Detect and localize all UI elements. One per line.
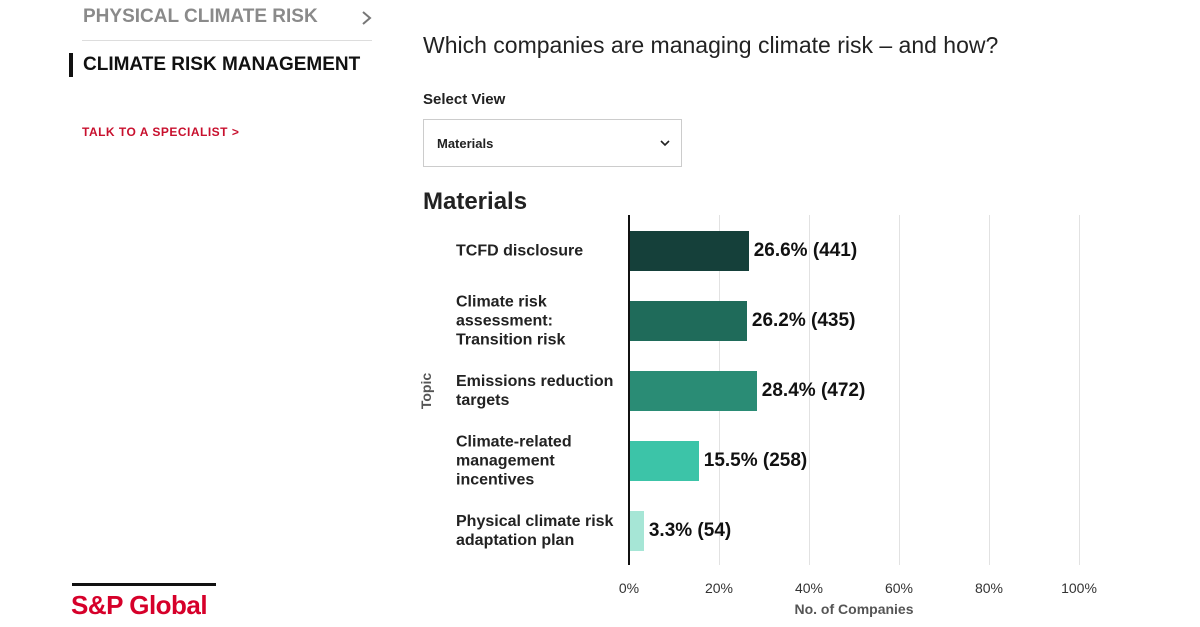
value-label: 28.4% (472) xyxy=(761,380,866,401)
divider xyxy=(82,40,372,41)
value-label: 15.5% (258) xyxy=(703,450,808,471)
bar xyxy=(629,301,747,341)
x-tick-label: 0% xyxy=(618,580,640,596)
nav-item[interactable]: PHYSICAL CLIMATE RISK xyxy=(83,6,318,27)
select-value: Materials xyxy=(437,136,494,151)
bar xyxy=(629,231,749,271)
y-tick-label: Climate-related management incentives xyxy=(456,433,572,489)
value-label: 26.6% (441) xyxy=(753,240,858,261)
value-label: 26.2% (435) xyxy=(751,310,856,331)
select-box[interactable]: Materials xyxy=(423,119,682,167)
axis-line xyxy=(628,215,630,565)
question-heading: Which companies are managing climate ris… xyxy=(423,32,999,58)
y-tick-label: Physical climate risk adaptation plan xyxy=(456,513,614,549)
chevron-icon xyxy=(362,11,372,25)
bar xyxy=(629,511,644,551)
select-label: Select View xyxy=(423,91,506,108)
grid-line xyxy=(808,215,810,565)
y-axis-title: Topic xyxy=(418,372,434,410)
grid-line xyxy=(988,215,990,565)
bar xyxy=(629,441,699,481)
y-tick-label: TCFD disclosure xyxy=(456,242,584,260)
active-indicator xyxy=(69,53,73,77)
y-tick-label: Climate risk assessment: Transition risk xyxy=(456,293,566,349)
brand-rule xyxy=(72,583,216,586)
y-tick-label: Emissions reduction targets xyxy=(456,373,614,409)
brand-logo: S&P Global xyxy=(71,590,208,620)
x-tick-label: 100% xyxy=(1061,580,1097,596)
x-tick-label: 40% xyxy=(794,580,824,596)
dropdown-icon xyxy=(660,140,670,147)
value-label: 3.3% (54) xyxy=(648,520,732,541)
x-tick-label: 60% xyxy=(884,580,914,596)
cta-link[interactable]: TALK TO A SPECIALIST > xyxy=(82,125,240,139)
chart-title: Materials xyxy=(423,188,528,215)
nav-item[interactable]: CLIMATE RISK MANAGEMENT xyxy=(83,54,361,75)
grid-line xyxy=(1078,215,1080,565)
x-tick-label: 80% xyxy=(974,580,1004,596)
grid-line xyxy=(898,215,900,565)
bar xyxy=(629,371,757,411)
x-axis-title: No. of Companies xyxy=(794,601,914,617)
x-tick-label: 20% xyxy=(704,580,734,596)
